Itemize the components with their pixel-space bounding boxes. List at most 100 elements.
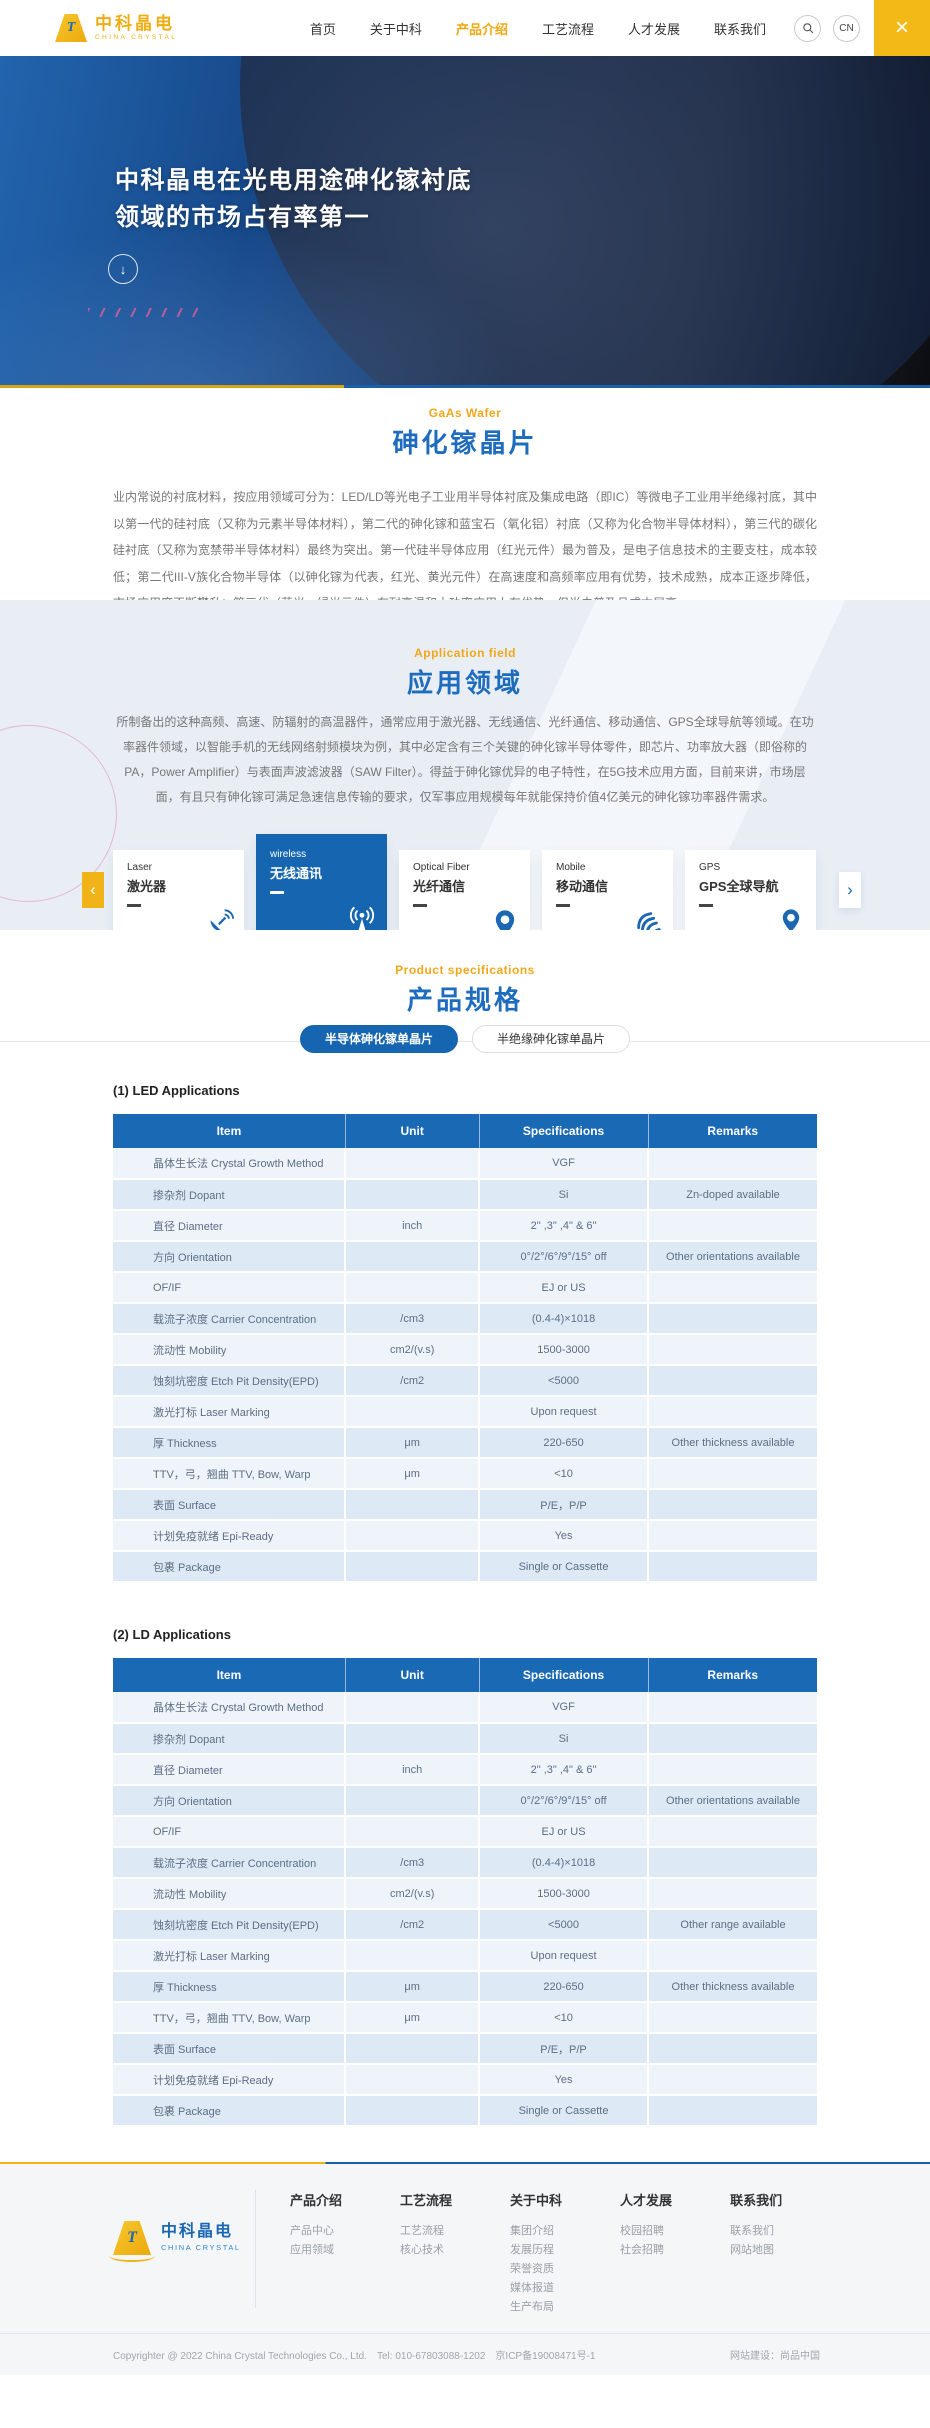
- table-row: 掺杂剂 Dopant Si Zn-doped available: [113, 1179, 817, 1211]
- app-card-mobile[interactable]: Mobile 移动通信: [542, 850, 673, 930]
- footer-column-title[interactable]: 联系我们: [730, 2193, 783, 2208]
- footer-column-title[interactable]: 关于中科: [510, 2193, 563, 2208]
- cell-remark: Zn-doped available: [648, 1179, 817, 1211]
- cell-item: 蚀刻坑密度 Etch Pit Density(EPD): [113, 1365, 347, 1397]
- cell-remark: [648, 2095, 817, 2127]
- table-row: 包裹 Package Single or Cassette: [113, 2095, 817, 2127]
- brand-crystal-icon: T: [113, 2221, 151, 2255]
- app-card-laser[interactable]: Laser 激光器: [113, 850, 244, 930]
- app-card-optical-fiber[interactable]: Optical Fiber 光纤通信: [399, 850, 530, 930]
- hero-glow-decoration: [0, 228, 520, 388]
- cell-item: 激光打标 Laser Marking: [113, 1396, 347, 1428]
- footer-link[interactable]: 联系我们: [730, 2225, 775, 2237]
- cell-spec: Yes: [479, 1520, 650, 1552]
- card-label-zh: 移动通信: [556, 879, 609, 894]
- column-header: Remarks: [648, 1114, 817, 1148]
- nav-item-5[interactable]: 人才发展: [627, 21, 680, 37]
- cell-spec: <5000: [479, 1365, 650, 1397]
- footer-link[interactable]: 媒体报道: [510, 2282, 555, 2294]
- cell-unit: /cm3: [345, 1303, 481, 1335]
- cell-remark: [648, 1878, 817, 1910]
- tab-2[interactable]: 半绝缘砷化镓单晶片: [472, 1025, 631, 1053]
- nav-item-3[interactable]: 产品介绍: [455, 21, 508, 37]
- footer-link[interactable]: 网站地图: [730, 2244, 775, 2256]
- cell-item: 表面 Surface: [113, 1489, 347, 1521]
- footer-link[interactable]: 产品中心: [290, 2225, 334, 2237]
- card-label-en: Optical Fiber: [413, 862, 470, 873]
- cell-spec: 2" ,3" ,4" & 6": [479, 1754, 650, 1786]
- site-logo[interactable]: T 中科晶电 CHINA CRYSTAL: [55, 14, 177, 42]
- language-toggle[interactable]: CN: [833, 14, 860, 42]
- cell-item: TTV，弓，翘曲 TTV, Bow, Warp: [113, 2002, 347, 2034]
- cell-remark: [648, 1816, 817, 1848]
- footer-link[interactable]: 核心技术: [400, 2244, 445, 2256]
- table-row: 激光打标 Laser Marking Upon request: [113, 1940, 817, 1972]
- cell-remark: Other thickness available: [648, 1971, 817, 2003]
- mobile-network-icon: [633, 908, 663, 930]
- cell-spec: (0.4-4)×1018: [479, 1847, 650, 1879]
- hero-title: 中科晶电在光电用途砷化镓衬底 领域的市场占有率第一: [115, 162, 472, 236]
- cell-remark: [648, 1551, 817, 1583]
- section-title: 产品规格: [406, 985, 523, 1015]
- cell-remark: [648, 1210, 817, 1242]
- table-row: 载流子浓度 Carrier Concentration/cm3 (0.4-4)×1…: [113, 1303, 817, 1335]
- cell-item: 掺杂剂 Dopant: [113, 1179, 347, 1211]
- footer-link[interactable]: 社会招聘: [620, 2244, 665, 2256]
- app-card-wireless[interactable]: wireless 无线通讯: [256, 834, 387, 930]
- cell-remark: [648, 1365, 817, 1397]
- cell-spec: 0°/2°/6°/9°/15° off: [479, 1785, 650, 1817]
- table-row: 方向 Orientation 0°/2°/6°/9°/15° off Other o…: [113, 1785, 817, 1817]
- cell-item: OF/IF: [113, 1816, 347, 1848]
- table-row: 晶体生长法 Crystal Growth Method VGF: [113, 1692, 817, 1724]
- column-header: Remarks: [648, 1658, 817, 1692]
- nav-item-2[interactable]: 关于中科: [369, 21, 422, 37]
- footer-link[interactable]: 生产布局: [510, 2301, 555, 2313]
- footer-link[interactable]: 集团介绍: [510, 2225, 555, 2237]
- cell-item: 表面 Surface: [113, 2033, 347, 2065]
- main-nav: 首页 关于中科 产品介绍 工艺流程 人才发展 联系我们: [310, 19, 766, 38]
- cell-remark: Other thickness available: [648, 1427, 817, 1459]
- footer-column-title[interactable]: 人才发展: [620, 2193, 673, 2208]
- cell-unit: μm: [345, 1458, 481, 1490]
- footer-column-4: 人才发展校园招聘社会招聘: [620, 2190, 672, 2333]
- header-tools: CN: [794, 14, 860, 42]
- gaas-paragraph: 业内常说的衬底材料，按应用领域可分为：LED/LD等光电子工业用半导体衬底及集成…: [113, 490, 817, 610]
- close-icon[interactable]: ×: [874, 0, 930, 56]
- footer-link[interactable]: 荣誉资质: [510, 2263, 555, 2275]
- cell-item: 方向 Orientation: [113, 1785, 347, 1817]
- cell-spec: Upon request: [479, 1940, 650, 1972]
- cell-item: 包裹 Package: [113, 1551, 347, 1583]
- footer-link[interactable]: 应用领域: [290, 2244, 334, 2256]
- footer-link[interactable]: 工艺流程: [400, 2225, 445, 2237]
- table-heading-2: (2) LD Applications: [113, 1627, 231, 1642]
- cell-remark: [648, 1489, 817, 1521]
- cell-unit: inch: [345, 1754, 481, 1786]
- footer-column-title[interactable]: 产品介绍: [290, 2193, 343, 2208]
- nav-item-4[interactable]: 工艺流程: [541, 21, 594, 37]
- search-icon[interactable]: [794, 14, 821, 42]
- cell-item: 计划免疫就绪 Epi-Ready: [113, 1520, 347, 1552]
- chevron-left-icon[interactable]: ‹: [82, 872, 104, 908]
- cell-unit: μm: [345, 2002, 481, 2034]
- chevron-right-icon[interactable]: ›: [839, 872, 861, 908]
- tab-1[interactable]: 半导体砷化镓单晶片: [299, 1025, 458, 1053]
- nav-item-6[interactable]: 联系我们: [713, 21, 766, 37]
- footer-column-title[interactable]: 工艺流程: [400, 2193, 453, 2208]
- card-label-en: Mobile: [556, 862, 586, 873]
- nav-item-1[interactable]: 首页: [309, 21, 336, 37]
- footer-link[interactable]: 校园招聘: [620, 2225, 665, 2237]
- table-row: 蚀刻坑密度 Etch Pit Density(EPD)/cm2 <5000: [113, 1365, 817, 1397]
- footer-logo[interactable]: T 中科晶电 CHINA CRYSTAL: [109, 2190, 245, 2286]
- cell-remark: [648, 2002, 817, 2034]
- table-row: TTV，弓，翘曲 TTV, Bow, Warp μm <10: [113, 2002, 817, 2034]
- cell-item: 掺杂剂 Dopant: [113, 1723, 347, 1755]
- down-arrow-icon[interactable]: ↓: [108, 254, 138, 284]
- cell-item: 载流子浓度 Carrier Concentration: [113, 1847, 347, 1879]
- app-card-gps[interactable]: GPS GPS全球导航: [685, 850, 816, 930]
- table-row: 晶体生长法 Crystal Growth Method VGF: [113, 1148, 817, 1180]
- table-heading-1: (1) LED Applications: [113, 1083, 240, 1098]
- footer-link[interactable]: 发展历程: [510, 2244, 555, 2256]
- cell-item: 厚 Thickness: [113, 1971, 347, 2003]
- cell-item: 晶体生长法 Crystal Growth Method: [113, 1148, 347, 1180]
- site-builder-text[interactable]: 网站建设：尚品中国: [730, 2351, 820, 2362]
